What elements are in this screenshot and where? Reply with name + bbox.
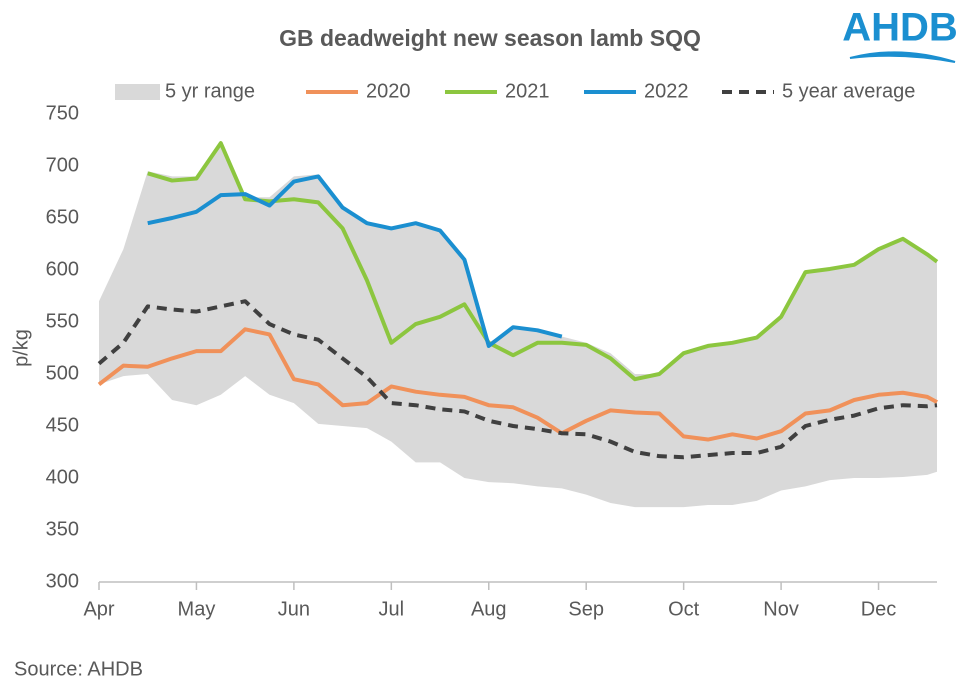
- logo-swoosh: [849, 51, 956, 63]
- logo: AHDB: [842, 6, 958, 50]
- x-tick-label: Apr: [83, 598, 114, 620]
- x-tick-label: Dec: [861, 598, 897, 620]
- legend-label: 5 year average: [782, 80, 915, 102]
- y-tick-label: 350: [46, 518, 79, 540]
- x-tick-label: Jun: [278, 598, 310, 620]
- chart-title: GB deadweight new season lamb SQQ: [279, 25, 701, 51]
- series-line: [97, 327, 938, 442]
- y-tick-label: 550: [46, 310, 79, 332]
- source: Source: AHDB: [14, 658, 143, 680]
- legend-label: 2020: [366, 80, 411, 102]
- x-tick-label: May: [178, 598, 216, 620]
- range-area: [99, 143, 937, 508]
- x-tick-label: Jul: [379, 598, 405, 620]
- y-tick-label: 650: [46, 206, 79, 228]
- y-tick-label: 400: [46, 466, 79, 488]
- y-tick-label: 450: [46, 414, 79, 436]
- y-tick-label: 700: [46, 154, 79, 176]
- series-line: [147, 141, 939, 382]
- series-line: [97, 299, 938, 460]
- y-axis-label: p/kg: [10, 329, 32, 367]
- x-tick-label: Nov: [763, 598, 799, 620]
- x-tick-label: Oct: [668, 598, 700, 620]
- y-tick-label: 600: [46, 258, 79, 280]
- y-tick-label: 300: [46, 570, 79, 592]
- legend-label: 2022: [644, 80, 689, 102]
- legend-label: 2021: [505, 80, 550, 102]
- legend-swatch: [115, 84, 160, 100]
- y-tick-label: 500: [46, 362, 79, 384]
- x-tick-label: Sep: [568, 598, 604, 620]
- y-tick-label: 750: [46, 102, 79, 124]
- legend-label: 5 yr range: [165, 80, 255, 102]
- x-tick-label: Aug: [471, 598, 507, 620]
- series-line: [147, 174, 563, 348]
